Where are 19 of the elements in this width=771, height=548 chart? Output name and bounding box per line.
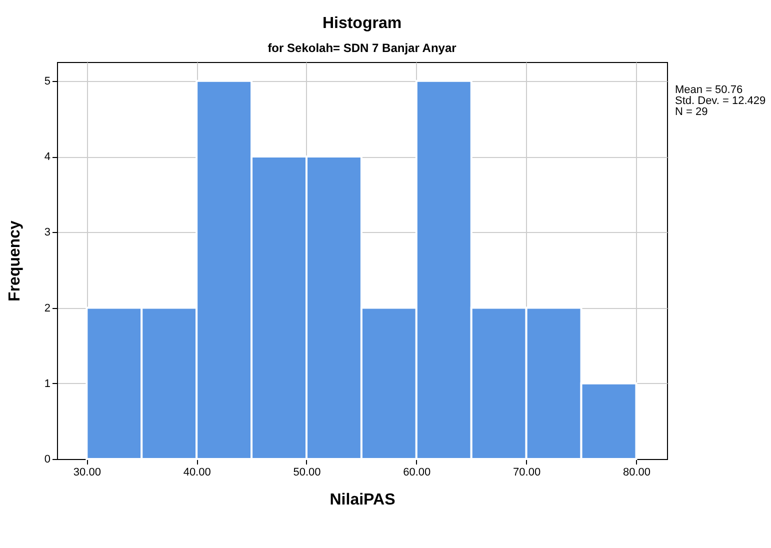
x-tick-label: 40.00 bbox=[183, 466, 211, 478]
y-tick-label: 5 bbox=[44, 75, 50, 88]
text: N = 29 bbox=[675, 106, 708, 118]
y-tick-label: 2 bbox=[44, 302, 50, 314]
chart-title: Histogram bbox=[322, 15, 402, 32]
chart-subtitle: for Sekolah= SDN 7 Banjar Anyar bbox=[268, 41, 457, 55]
y-tick-label: 1 bbox=[44, 378, 50, 390]
y-tick-label: 4 bbox=[44, 151, 50, 164]
text: Std. Dev. = 12.429 bbox=[675, 95, 766, 107]
x-tick-label: 30.00 bbox=[73, 466, 101, 478]
x-tick-label: 50.00 bbox=[293, 466, 321, 478]
x-tick-label: 70.00 bbox=[513, 466, 541, 478]
y-tick-label: 3 bbox=[44, 226, 50, 239]
x-tick-label: 60.00 bbox=[403, 466, 431, 478]
y-axis-title: Frequency bbox=[6, 220, 24, 302]
y-tick-label: 0 bbox=[44, 454, 50, 466]
x-axis-title: NilaiPAS bbox=[330, 492, 396, 508]
text: Mean = 50.76 bbox=[675, 84, 743, 96]
x-tick-label: 80.00 bbox=[622, 466, 650, 478]
